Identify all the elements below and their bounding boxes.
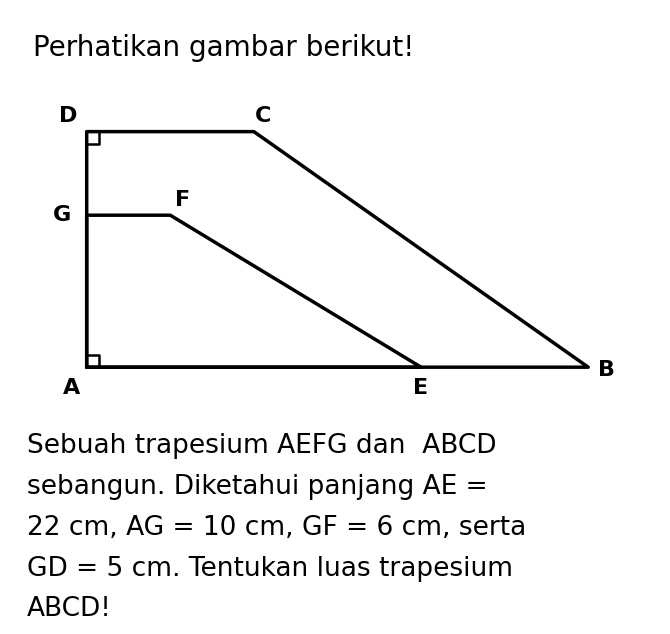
Text: F: F	[175, 190, 190, 210]
Text: A: A	[63, 378, 80, 398]
Text: D: D	[59, 107, 78, 126]
Text: C: C	[255, 107, 271, 126]
Text: Sebuah trapesium AEFG dan  ABCD: Sebuah trapesium AEFG dan ABCD	[27, 433, 496, 459]
Text: E: E	[413, 378, 429, 398]
Text: G: G	[53, 205, 72, 225]
Text: sebangun. Diketahui panjang AE =: sebangun. Diketahui panjang AE =	[27, 474, 487, 500]
Text: B: B	[598, 360, 615, 380]
Text: GD = 5 cm. Tentukan luas trapesium: GD = 5 cm. Tentukan luas trapesium	[27, 555, 513, 581]
Text: 22 cm, AG = 10 cm, GF = 6 cm, serta: 22 cm, AG = 10 cm, GF = 6 cm, serta	[27, 515, 526, 541]
Text: Perhatikan gambar berikut!: Perhatikan gambar berikut!	[33, 34, 415, 61]
Text: ABCD!: ABCD!	[27, 597, 111, 623]
